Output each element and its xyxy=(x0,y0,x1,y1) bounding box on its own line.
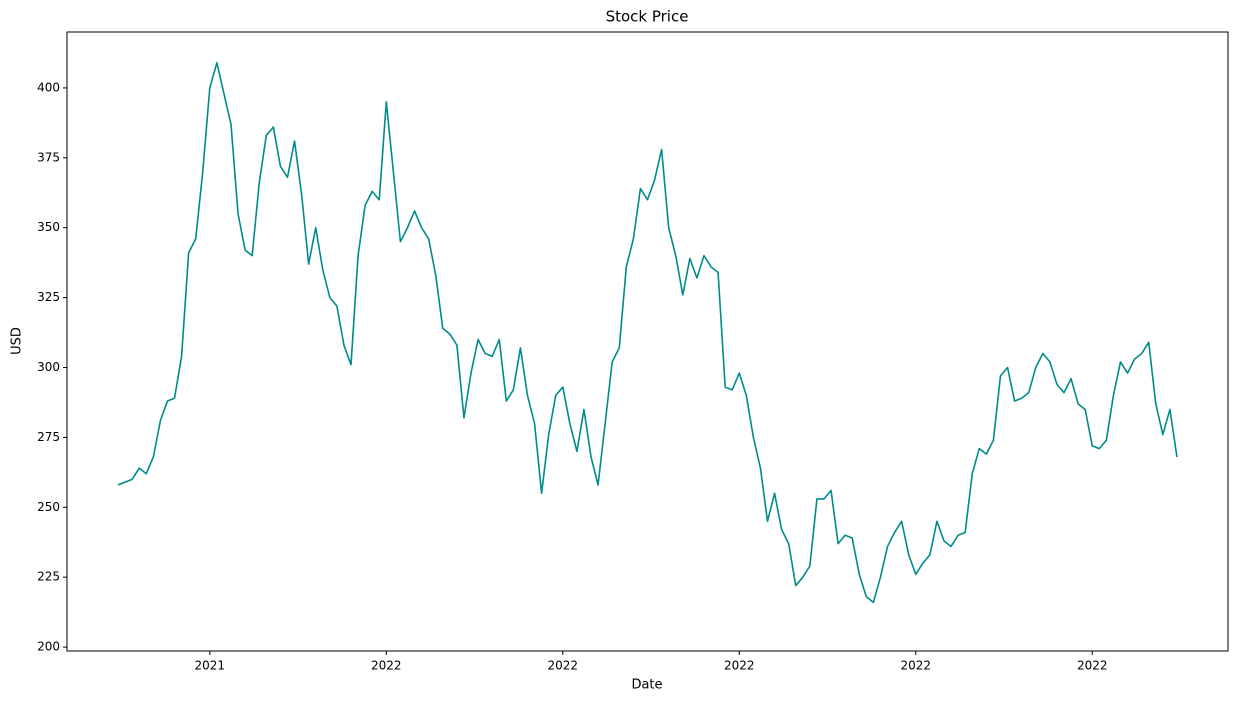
y-tick-label: 250 xyxy=(37,500,60,514)
y-tick-label: 400 xyxy=(37,80,60,94)
y-tick-label: 200 xyxy=(37,640,60,654)
x-tick-label: 2022 xyxy=(724,659,755,673)
y-tick-label: 275 xyxy=(37,430,60,444)
y-tick-label: 350 xyxy=(37,220,60,234)
plot-frame xyxy=(66,31,1229,652)
y-axis-label: USD xyxy=(10,327,25,355)
y-tick-label: 375 xyxy=(37,150,60,164)
x-tick-label: 2022 xyxy=(371,659,402,673)
x-tick-label: 2022 xyxy=(900,659,931,673)
price-line xyxy=(117,61,1178,604)
x-axis-label: Date xyxy=(631,678,662,693)
y-tick-label: 325 xyxy=(37,290,60,304)
x-tick-label: 2021 xyxy=(195,659,226,673)
x-tick-label: 2022 xyxy=(548,659,579,673)
x-tick-label: 2022 xyxy=(1077,659,1108,673)
chart-title: Stock Price xyxy=(606,8,689,26)
y-tick-label: 225 xyxy=(37,570,60,584)
y-tick-label: 300 xyxy=(37,360,60,374)
